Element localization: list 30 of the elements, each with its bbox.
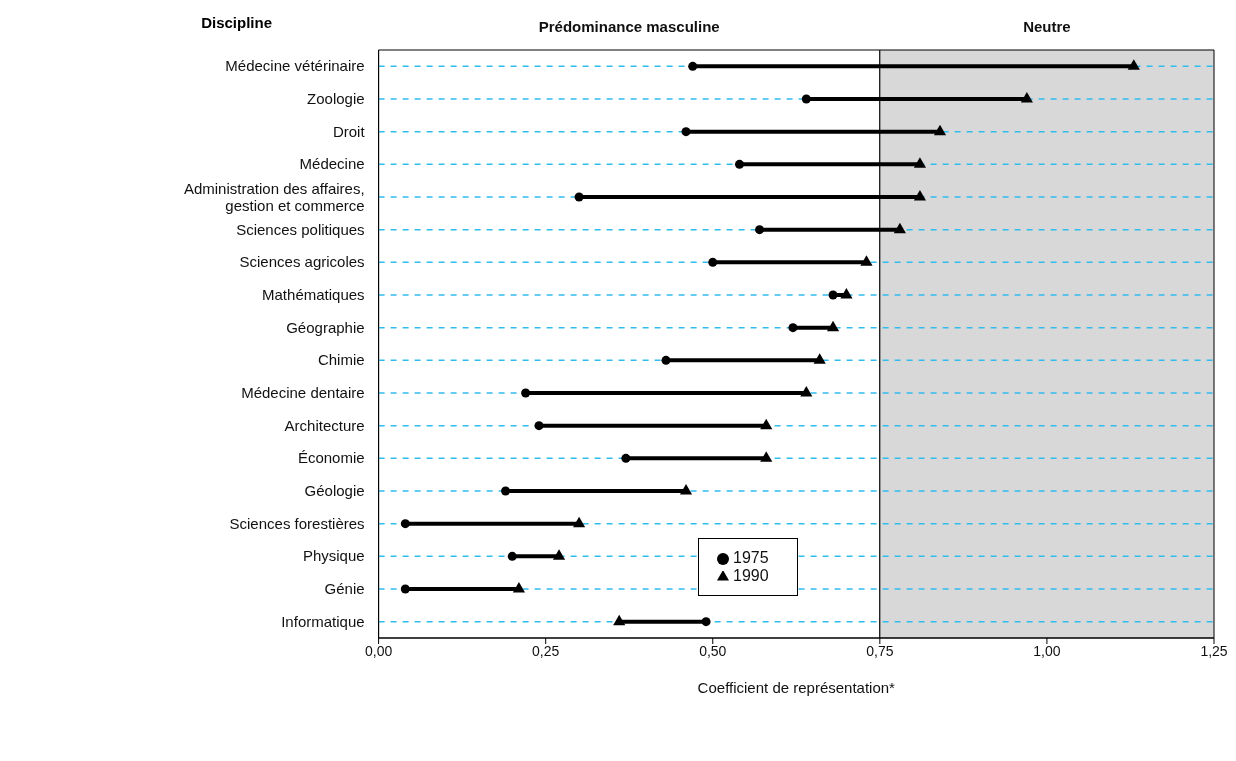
x-tick-label: 0,00 [364,642,393,659]
y-tick-label: Mathématiques [262,286,365,303]
y-tick-label: Physique [302,547,365,565]
x-tick-label: 0,50 [699,642,727,659]
y-tick-label: Administration des affaires, gestion et commerce [183,180,365,214]
y-tick-label: Médecine vétérinaire [225,57,365,75]
x-axis-title: Coefficient de représentation* [697,679,896,696]
y-tick-label: Zoologie [307,90,365,107]
y-tick-label: Sciences agricoles [239,253,365,271]
y-tick-label: Économie [297,449,365,467]
x-tick-label: 0,25 [532,642,560,659]
band-label: Neutre [1023,18,1071,35]
y-tick-label: Sciences politiques [236,220,365,238]
x-tick-label: 1,25 [1200,642,1228,659]
y-tick-label: Chimie [317,351,365,369]
y-axis-title: Discipline [200,14,272,31]
y-tick-label: Géologie [304,482,365,499]
y-tick-label: Médecine [299,155,365,173]
legend-label: 1975 [733,549,769,566]
y-tick-label: Architecture [284,416,365,434]
y-tick-label: Géographie [286,318,365,336]
y-tick-label: Génie [324,580,365,597]
x-tick-label: 0,75 [866,642,894,659]
y-tick-label: Informatique [281,612,365,630]
y-tick-label: Médecine dentaire [241,384,365,401]
y-tick-label: Droit [332,122,366,140]
band-label: Prédominance masculine [538,18,720,35]
y-tick-label: Sciences forestières [229,514,365,532]
legend-label: 1990 [733,567,769,584]
x-tick-label: 1,00 [1033,642,1061,659]
